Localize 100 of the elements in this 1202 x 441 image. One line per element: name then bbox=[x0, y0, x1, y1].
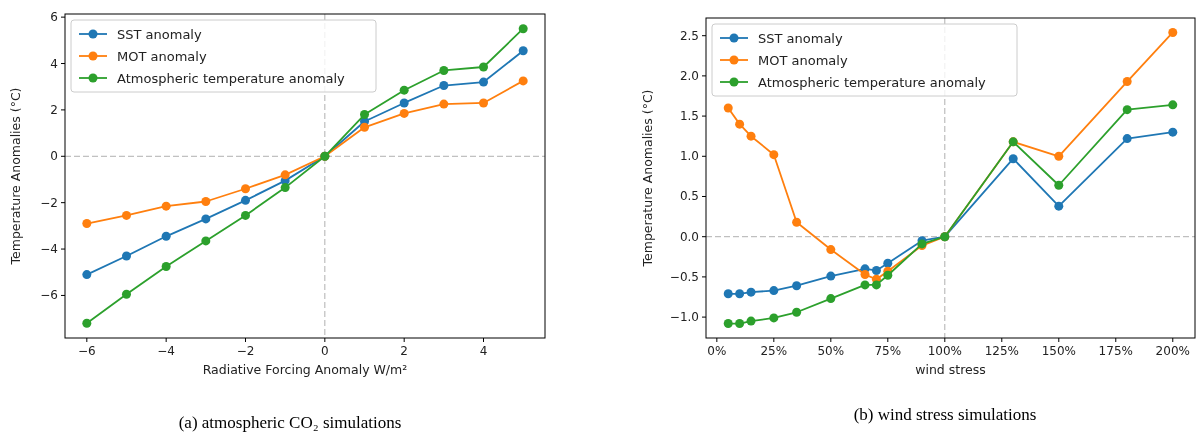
point bbox=[201, 236, 211, 246]
point bbox=[82, 270, 92, 280]
point bbox=[479, 98, 489, 108]
point bbox=[241, 195, 250, 205]
x-tick-label: −6 bbox=[77, 344, 96, 358]
point bbox=[201, 214, 211, 224]
point bbox=[399, 85, 409, 95]
x-tick-label: 0 bbox=[321, 344, 329, 358]
point bbox=[769, 313, 779, 323]
x-tick-label: 100% bbox=[927, 344, 962, 358]
point bbox=[1168, 100, 1178, 110]
y-tick-label: 2 bbox=[50, 102, 58, 117]
y-tick-label: 0 bbox=[50, 149, 58, 164]
y-tick-label: −0.5 bbox=[669, 269, 699, 284]
legend-label: MOT anomaly bbox=[758, 53, 848, 68]
point bbox=[883, 258, 893, 268]
x-tick-label: 125% bbox=[984, 344, 1019, 358]
x-axis-title: Radiative Forcing Anomaly W/m² bbox=[202, 362, 408, 377]
y-tick-label: 2.5 bbox=[679, 28, 699, 43]
point bbox=[735, 319, 745, 329]
point bbox=[792, 281, 802, 291]
point bbox=[439, 99, 449, 109]
legend-label: Atmospheric temperature anomaly bbox=[117, 71, 346, 86]
legend-label: SST anomaly bbox=[117, 27, 202, 42]
x-tick-label: 150% bbox=[1041, 344, 1076, 358]
point bbox=[360, 110, 369, 120]
point bbox=[479, 77, 489, 87]
y-tick-label: 6 bbox=[50, 10, 58, 25]
point bbox=[1122, 105, 1132, 115]
y-tick-label: 0.0 bbox=[679, 229, 699, 244]
point bbox=[769, 286, 779, 296]
point bbox=[399, 98, 409, 108]
point bbox=[1054, 151, 1064, 161]
x-tick-label: 0% bbox=[707, 344, 727, 358]
y-tick-label: 4 bbox=[50, 56, 58, 71]
text: (a) atmospheric CO₂ simulations bbox=[178, 413, 402, 432]
point bbox=[871, 280, 881, 290]
point bbox=[280, 170, 290, 180]
point bbox=[82, 318, 92, 328]
point bbox=[121, 289, 131, 299]
point bbox=[746, 316, 756, 326]
point bbox=[826, 245, 836, 255]
y-tick-label: −6 bbox=[40, 288, 58, 303]
point bbox=[1054, 180, 1064, 190]
x-tick-label: 50% bbox=[817, 344, 845, 358]
point bbox=[769, 150, 779, 160]
y-axis-title: Temperature Anomalies (°C) bbox=[640, 89, 655, 268]
point bbox=[161, 261, 171, 271]
point bbox=[1168, 27, 1178, 37]
point bbox=[1168, 127, 1178, 137]
point bbox=[735, 289, 745, 299]
point bbox=[121, 210, 131, 220]
point bbox=[280, 183, 290, 193]
point bbox=[518, 24, 528, 34]
point bbox=[241, 184, 250, 194]
x-tick-label: 25% bbox=[760, 344, 788, 358]
x-tick-label: 75% bbox=[874, 344, 902, 358]
point bbox=[723, 319, 733, 329]
point bbox=[723, 289, 733, 299]
point bbox=[1122, 134, 1132, 144]
y-tick-label: −2 bbox=[40, 195, 58, 210]
point bbox=[121, 251, 131, 261]
y-tick-label: 2.0 bbox=[679, 68, 699, 83]
point bbox=[860, 269, 870, 279]
point bbox=[792, 307, 802, 317]
text: (b) wind stress simulations bbox=[853, 405, 1037, 424]
y-axis-title: Temperature Anomalies (°C) bbox=[8, 87, 23, 266]
x-tick-label: 4 bbox=[479, 344, 488, 358]
point bbox=[439, 65, 449, 75]
y-tick-label: 0.5 bbox=[679, 189, 699, 204]
point bbox=[723, 103, 733, 113]
legend-label: Atmospheric temperature anomaly bbox=[758, 75, 987, 90]
x-tick-label: 2 bbox=[400, 344, 408, 358]
point bbox=[1122, 77, 1132, 87]
point bbox=[201, 197, 211, 207]
point bbox=[518, 76, 528, 86]
point bbox=[792, 217, 802, 227]
point bbox=[883, 270, 893, 280]
x-tick-label: −4 bbox=[157, 344, 176, 358]
point bbox=[1054, 201, 1064, 211]
point bbox=[1008, 154, 1018, 164]
point bbox=[871, 265, 881, 275]
point bbox=[479, 62, 489, 72]
point bbox=[735, 119, 745, 129]
point bbox=[82, 219, 92, 229]
point bbox=[518, 46, 528, 56]
y-tick-label: 1.5 bbox=[679, 109, 699, 124]
point bbox=[360, 122, 369, 132]
point bbox=[826, 271, 836, 281]
legend-label: MOT anomaly bbox=[117, 49, 207, 64]
x-axis-title: wind stress bbox=[915, 362, 986, 377]
y-tick-label: −1.0 bbox=[669, 310, 699, 325]
x-tick-label: −2 bbox=[236, 344, 255, 358]
point bbox=[746, 287, 756, 297]
y-tick-label: 1.0 bbox=[679, 149, 699, 164]
point bbox=[161, 231, 171, 241]
point bbox=[860, 280, 870, 290]
legend-label: SST anomaly bbox=[758, 31, 843, 46]
x-tick-label: 175% bbox=[1098, 344, 1133, 358]
point bbox=[399, 108, 409, 118]
